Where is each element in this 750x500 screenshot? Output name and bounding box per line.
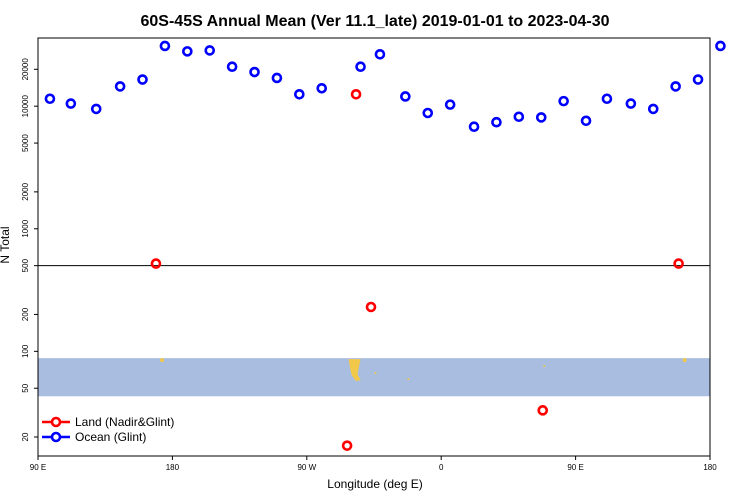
x-tick-label: 90 E: [30, 463, 46, 472]
ocean-point: [204, 45, 216, 56]
legend-ocean-marker: [50, 431, 62, 443]
x-axis-label: Longitude (deg E): [327, 477, 422, 491]
legend-ocean-label: Ocean (Glint): [75, 430, 146, 444]
ocean-point: [249, 66, 260, 78]
land-point: [365, 301, 377, 313]
ocean-point: [44, 93, 56, 105]
chart-title: 60S-45S Annual Mean (Ver 11.1_late) 2019…: [141, 13, 610, 30]
ocean-point: [90, 103, 102, 115]
map-land-kerguelen: [543, 365, 546, 368]
land-point: [673, 258, 684, 269]
ocean-point: [647, 103, 659, 115]
ocean-point: [513, 111, 525, 123]
y-axis: 20 50 100 200 500 1000 2000 5000 10000 20000: [21, 58, 38, 441]
ocean-point: [535, 112, 547, 123]
ocean-point: [65, 98, 77, 109]
ocean-point: [159, 40, 171, 52]
x-axis: 90 E 180 90 W 0 90 E 180: [30, 456, 717, 472]
map-land-new-zealand: [159, 358, 164, 363]
y-tick-label: 2000: [21, 182, 30, 200]
y-axis-label: N Total: [0, 226, 12, 263]
ocean-point: [114, 81, 126, 92]
map-land-south-georgia: [407, 378, 410, 381]
data-points: [44, 40, 726, 451]
ocean-point: [670, 81, 681, 92]
y-tick-label: 100: [21, 344, 30, 358]
map-band-ocean: [38, 358, 710, 397]
y-tick-label: 500: [21, 258, 30, 272]
ocean-point: [444, 99, 456, 110]
y-tick-label: 20000: [21, 58, 30, 81]
y-tick-label: 20: [21, 432, 30, 441]
legend: Land (Nadir&Glint) Ocean (Glint): [42, 415, 174, 444]
ocean-point: [137, 74, 148, 85]
x-tick-label: 180: [703, 463, 717, 472]
ocean-point: [692, 74, 704, 85]
x-tick-label: 90 E: [567, 463, 583, 472]
ocean-point: [580, 115, 592, 127]
map-land-falklands: [374, 372, 377, 375]
legend-land-label: Land (Nadir&Glint): [75, 415, 174, 429]
x-tick-label: 0: [439, 463, 444, 472]
map-land-new-zealand-repeat: [682, 358, 687, 363]
ocean-point: [316, 82, 328, 94]
y-tick-label: 1000: [21, 219, 30, 237]
y-tick-label: 50: [21, 383, 30, 392]
map-land-south-america: [348, 359, 361, 382]
land-point: [150, 258, 162, 269]
ocean-point: [715, 40, 726, 52]
ocean-point: [601, 93, 613, 105]
ocean-point: [226, 61, 238, 72]
land-point: [537, 405, 549, 416]
ocean-point: [294, 89, 305, 100]
ocean-point: [374, 49, 386, 60]
ocean-point: [271, 72, 283, 84]
y-tick-label: 5000: [21, 134, 30, 152]
ocean-point: [558, 95, 569, 107]
land-point: [350, 89, 362, 100]
map-band: [38, 358, 710, 397]
ocean-point: [625, 98, 637, 109]
ocean-point: [355, 61, 366, 72]
land-point: [341, 440, 353, 451]
plot-frame: [37, 37, 711, 457]
ocean-point: [422, 107, 434, 119]
x-tick-label: 180: [166, 463, 180, 472]
ocean-point: [182, 46, 193, 57]
ocean-point: [468, 121, 480, 133]
legend-land-marker: [50, 416, 62, 428]
ocean-point: [491, 116, 502, 128]
y-tick-label: 200: [21, 307, 30, 321]
x-tick-label: 90 W: [297, 463, 316, 472]
y-tick-label: 10000: [21, 95, 30, 118]
ocean-point: [400, 91, 411, 102]
